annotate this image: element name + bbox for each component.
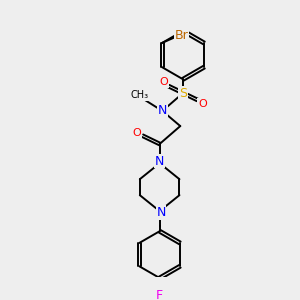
Text: O: O: [198, 99, 207, 109]
Text: N: N: [158, 104, 167, 117]
Text: O: O: [159, 77, 168, 87]
Text: Br: Br: [175, 29, 189, 42]
Text: N: N: [156, 206, 166, 219]
Text: N: N: [155, 154, 164, 167]
Text: CH₃: CH₃: [131, 90, 149, 100]
Text: F: F: [156, 289, 163, 300]
Text: S: S: [179, 86, 187, 100]
Text: O: O: [133, 128, 141, 138]
